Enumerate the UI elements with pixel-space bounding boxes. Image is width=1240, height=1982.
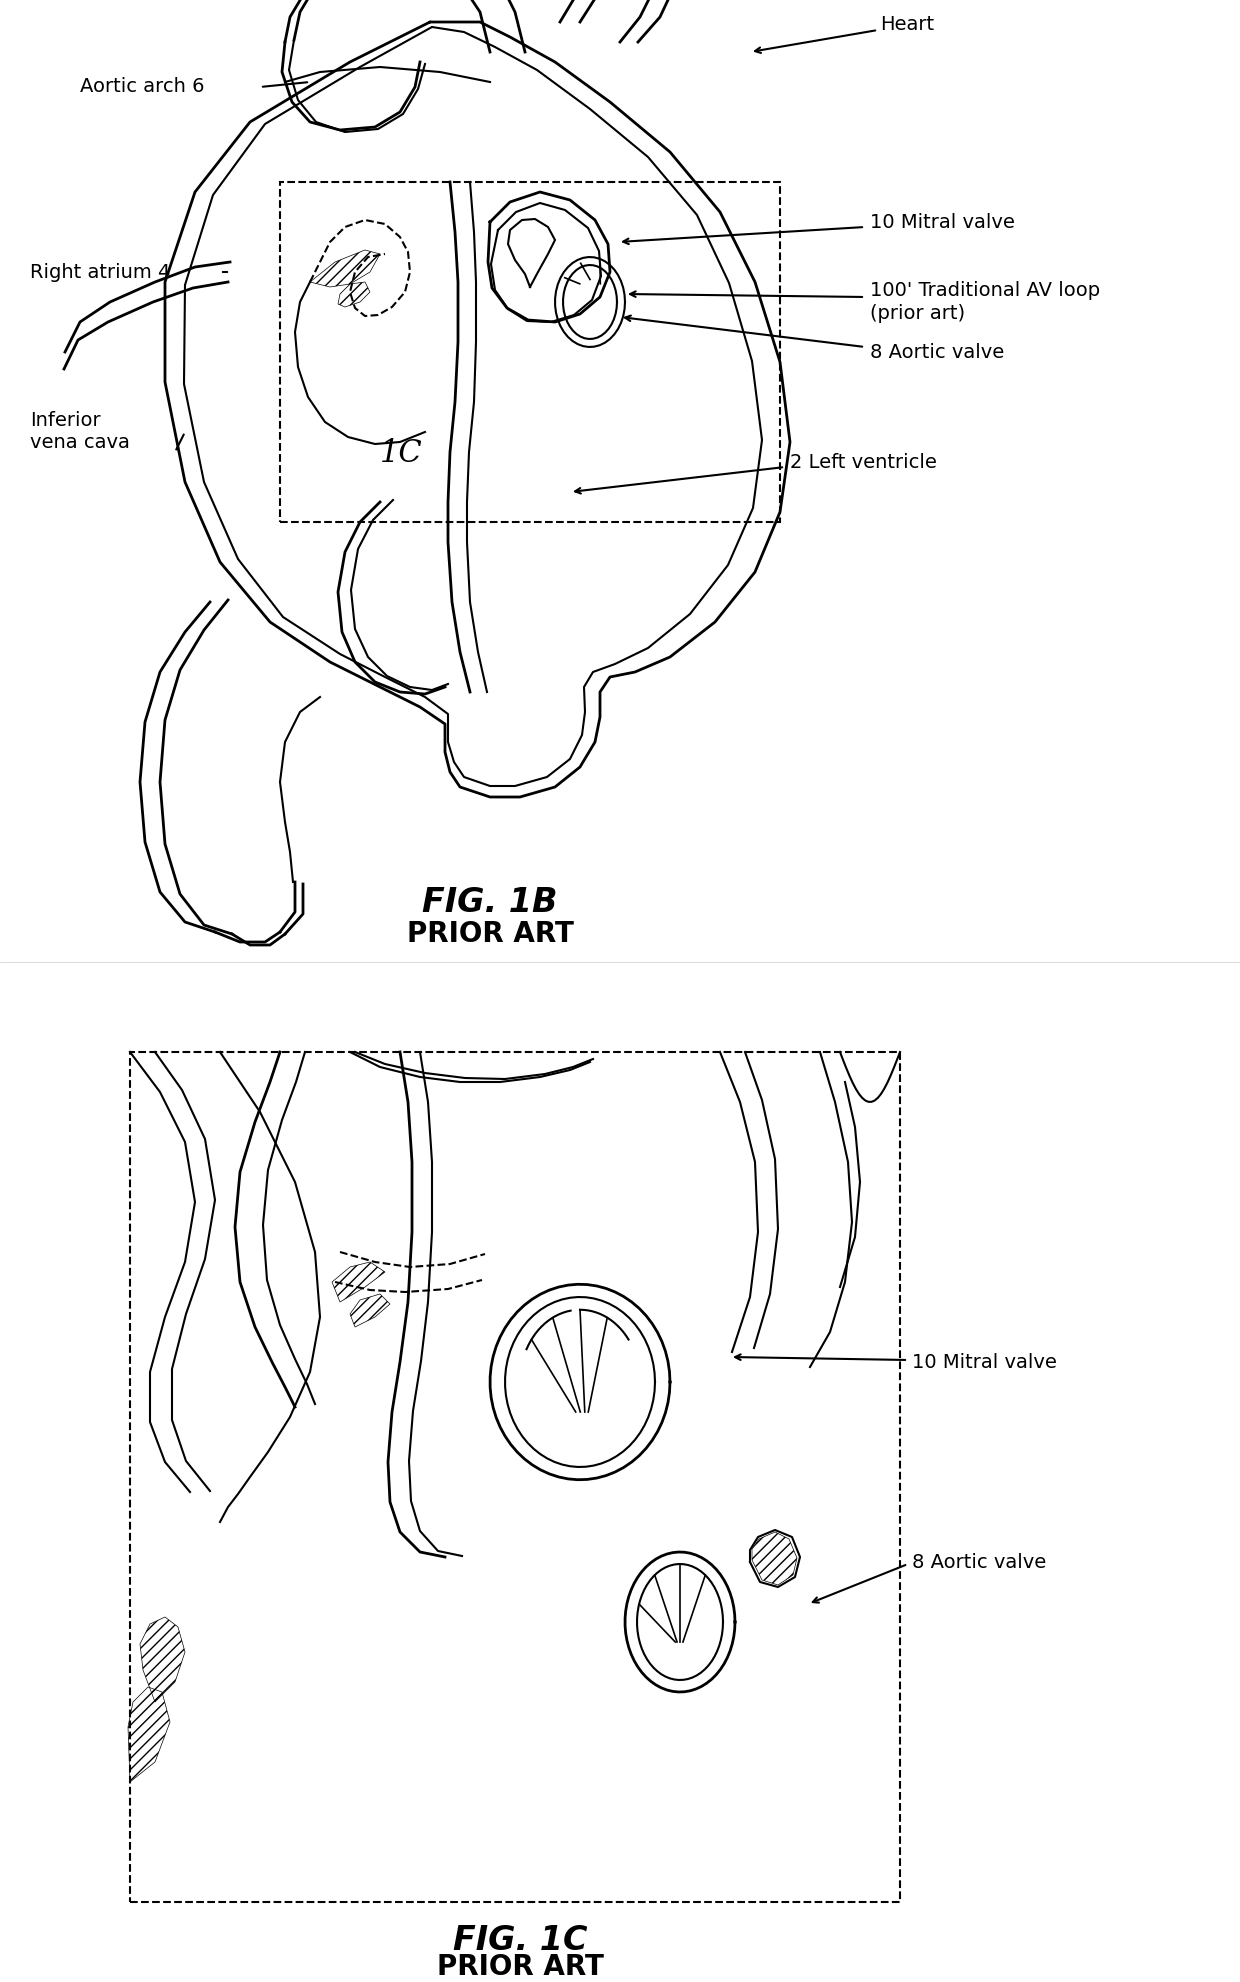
Text: FIG. 1C: FIG. 1C [453,1923,588,1956]
Text: 1C: 1C [379,438,423,470]
Text: 100' Traditional AV loop
(prior art): 100' Traditional AV loop (prior art) [870,281,1100,323]
Bar [280,182,780,521]
Text: 10 Mitral valve: 10 Mitral valve [911,1352,1056,1372]
Text: Inferior
vena cava: Inferior vena cava [30,412,130,452]
Text: 2 Left ventricle: 2 Left ventricle [790,452,937,472]
Text: 8 Aortic valve: 8 Aortic valve [911,1552,1047,1572]
Text: PRIOR ART: PRIOR ART [436,1952,604,1980]
Bar [130,1052,900,1903]
Text: PRIOR ART: PRIOR ART [407,920,573,947]
Text: 10 Mitral valve: 10 Mitral valve [870,212,1014,232]
Text: Heart: Heart [880,14,934,34]
Text: 8 Aortic valve: 8 Aortic valve [870,343,1004,361]
Text: FIG. 1B: FIG. 1B [423,886,558,918]
Text: Right atrium 4: Right atrium 4 [30,262,170,281]
Text: Aortic arch 6: Aortic arch 6 [81,77,205,97]
